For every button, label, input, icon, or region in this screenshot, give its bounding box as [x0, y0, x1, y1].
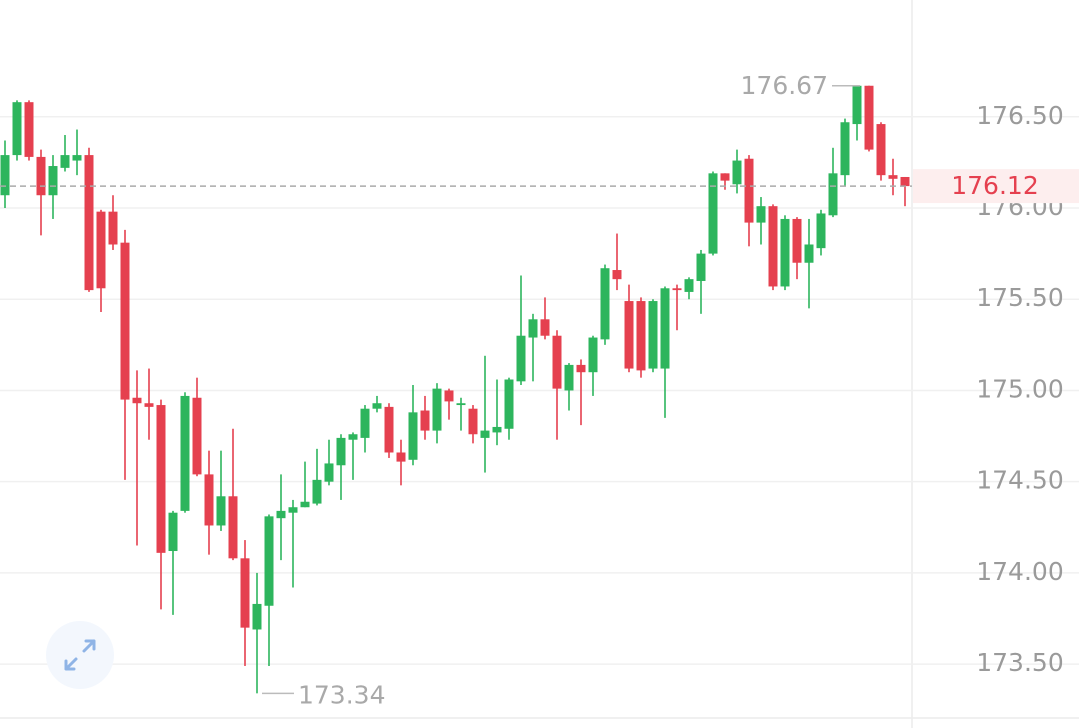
candle-body	[720, 173, 730, 181]
candle-body	[432, 388, 442, 431]
candle-body	[456, 403, 466, 406]
candle-body	[624, 301, 634, 369]
candle-body	[828, 173, 838, 216]
candle-body	[120, 242, 130, 400]
candle-body	[600, 268, 610, 340]
y-tick-label: 174.50	[976, 466, 1063, 495]
candle-body	[372, 403, 382, 409]
candle-body	[768, 206, 778, 287]
candle-body	[552, 335, 562, 389]
candle-body	[444, 390, 454, 402]
candle-body	[876, 124, 886, 176]
candle-body	[144, 403, 154, 407]
candle-body	[168, 512, 178, 552]
candle-body	[396, 452, 406, 462]
candle-body	[276, 510, 286, 519]
candle-body	[756, 206, 766, 223]
expand-button[interactable]	[46, 621, 114, 689]
candle-body	[0, 155, 10, 196]
candle-body	[288, 507, 298, 513]
candle-body	[312, 479, 322, 504]
candle-body	[96, 211, 106, 289]
candle-body	[480, 430, 490, 438]
candle-body	[528, 319, 538, 338]
candle-body	[648, 301, 658, 369]
y-tick-label: 176.50	[976, 101, 1063, 130]
candle-body	[804, 244, 814, 263]
candle-body	[228, 496, 238, 559]
candle-body	[240, 558, 250, 628]
y-tick-label: 175.00	[976, 374, 1063, 403]
candle-body	[24, 102, 34, 157]
candle-body	[384, 406, 394, 453]
candle-body	[672, 288, 682, 291]
y-tick-label: 174.00	[976, 557, 1063, 586]
candle-body	[492, 426, 502, 433]
candle-body	[576, 364, 586, 373]
candle-body	[192, 397, 202, 475]
candle-body	[504, 379, 514, 429]
candle-body	[84, 155, 94, 291]
low-marker-label: 173.34	[298, 680, 385, 709]
candle-body	[792, 218, 802, 263]
candle-body	[180, 395, 190, 511]
candle-body	[36, 156, 46, 196]
candle-body	[744, 158, 754, 223]
candle-body	[216, 496, 226, 526]
candle-body	[888, 175, 898, 179]
candle-body	[108, 211, 118, 245]
expand-icon[interactable]	[64, 639, 96, 671]
candle-body	[900, 176, 910, 187]
last-price-tag	[913, 169, 1079, 204]
candle-body	[264, 516, 274, 606]
candle-body	[324, 463, 334, 482]
candle-body	[72, 155, 82, 161]
high-marker-label: 176.67	[741, 71, 828, 100]
y-tick-label: 175.50	[976, 283, 1063, 312]
candle-body	[60, 155, 70, 168]
candle-body	[684, 279, 694, 292]
candle-body	[300, 501, 310, 508]
candle-body	[420, 410, 430, 431]
candle-body	[516, 335, 526, 382]
candle-body	[564, 364, 574, 391]
candle-body	[732, 160, 742, 185]
candle-body	[612, 270, 622, 280]
candle-body	[696, 253, 706, 281]
candle-body	[852, 85, 862, 125]
candle-body	[336, 437, 346, 466]
candle-body	[156, 405, 166, 553]
last-price-label: 176.12	[951, 171, 1038, 200]
candle-body	[864, 85, 874, 150]
candle-body	[204, 474, 214, 526]
candle-body	[540, 319, 550, 336]
candle-body	[636, 301, 646, 371]
candle-body	[816, 213, 826, 249]
candle-body	[48, 166, 58, 196]
candle-body	[348, 434, 358, 440]
candle-body	[708, 173, 718, 254]
candle-body	[132, 397, 142, 404]
candle-body	[408, 412, 418, 460]
candle-body	[588, 337, 598, 373]
candle-body	[360, 408, 370, 438]
candle-body	[840, 122, 850, 176]
candle-body	[660, 288, 670, 369]
candle-body	[780, 218, 790, 287]
candle-body	[468, 408, 478, 435]
candle-body	[12, 102, 22, 156]
expand-button-bg[interactable]	[46, 621, 114, 689]
y-tick-label: 173.50	[976, 648, 1063, 677]
candle-body	[252, 603, 262, 630]
